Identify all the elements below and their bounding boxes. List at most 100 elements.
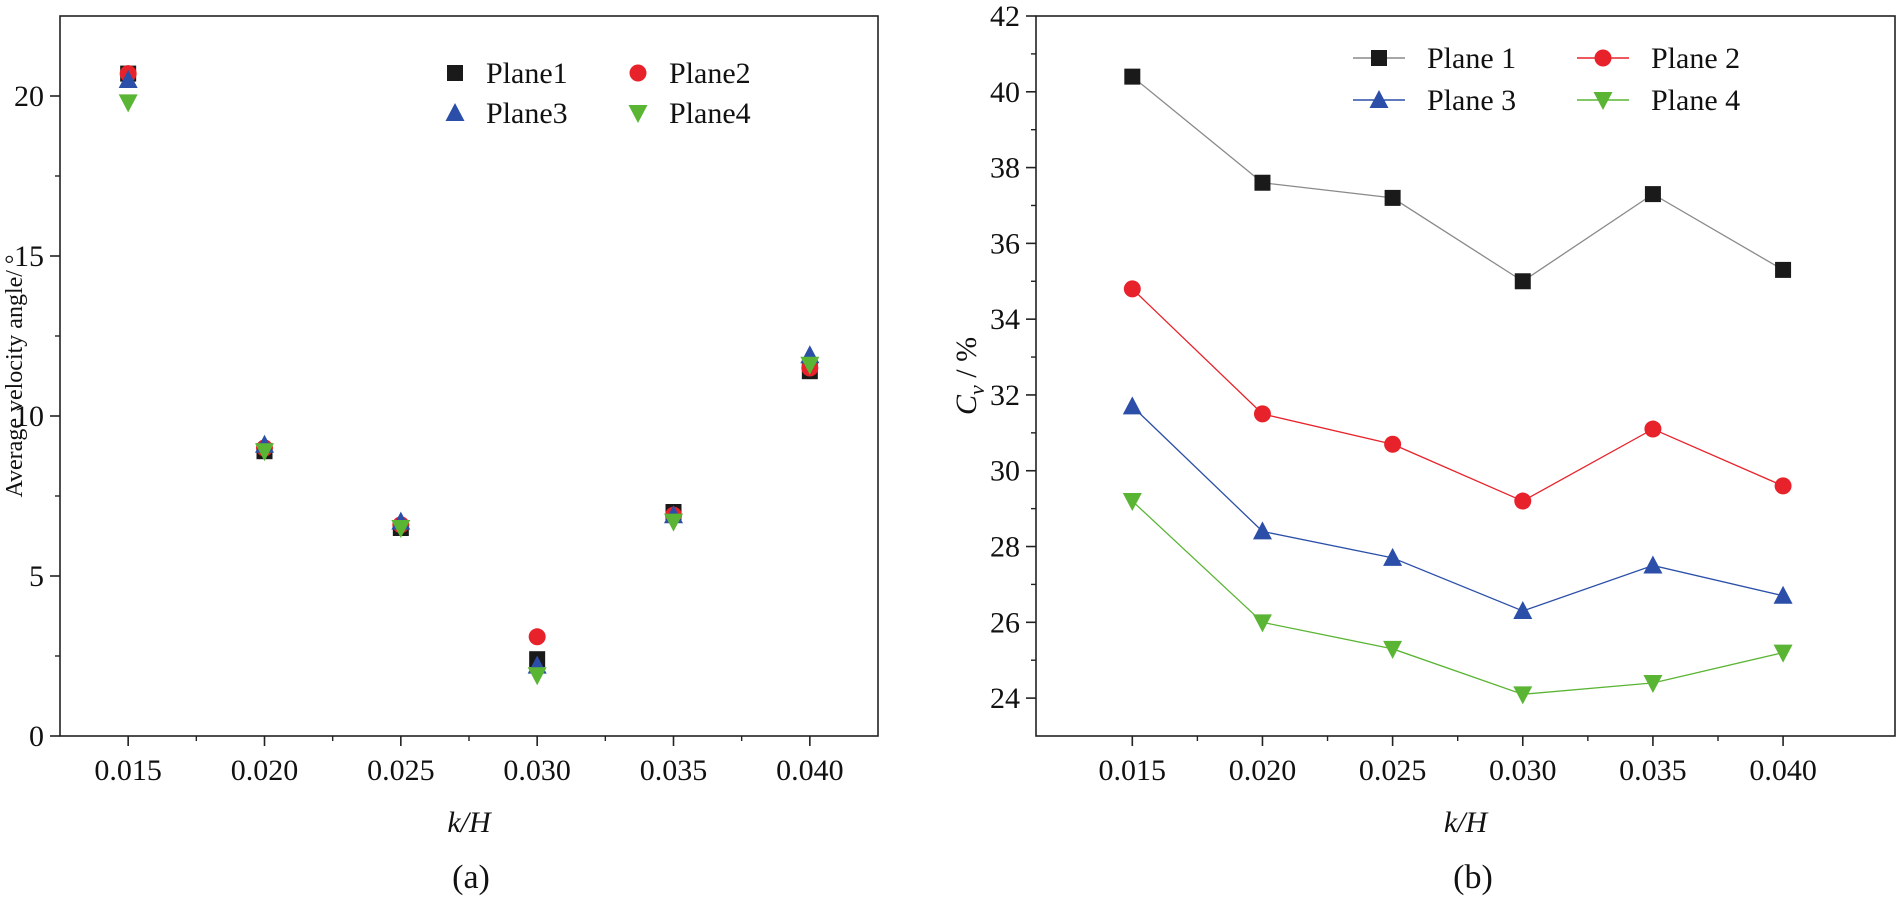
series-plane-4: Plane 4 — [1122, 84, 1793, 705]
data-point — [1773, 585, 1793, 604]
data-point — [1644, 186, 1661, 203]
data-point — [800, 356, 820, 375]
y-tick-label: 38 — [990, 152, 1020, 185]
x-tick-label: 0.015 — [1099, 754, 1167, 787]
y-tick-label: 0 — [29, 720, 44, 753]
data-point — [1644, 420, 1662, 438]
data-point — [1513, 686, 1533, 705]
data-point — [1252, 614, 1272, 633]
data-point — [664, 513, 683, 532]
series-plane1: Plane1 — [120, 57, 818, 668]
data-point — [118, 70, 138, 88]
x-tick-label: 0.015 — [94, 754, 162, 787]
legend-marker — [629, 64, 647, 82]
x-tick-label: 0.040 — [776, 754, 844, 787]
y-tick-label: 26 — [990, 606, 1020, 639]
x-tick-label: 0.025 — [1359, 754, 1427, 787]
y-tick-label: 36 — [990, 227, 1020, 260]
series-plane-2: Plane 2 — [1123, 42, 1792, 510]
data-point — [1122, 396, 1142, 415]
y-axis-title-main: C — [950, 394, 983, 415]
series-line — [1131, 76, 1784, 283]
data-point — [1643, 555, 1663, 574]
legend-label: Plane 4 — [1651, 84, 1740, 117]
data-point — [527, 667, 547, 686]
data-point — [391, 520, 411, 538]
data-point — [1254, 174, 1271, 191]
data-point — [1774, 477, 1792, 495]
y-tick-label: 30 — [990, 455, 1020, 488]
data-point — [1775, 261, 1792, 278]
data-point — [1122, 493, 1142, 512]
x-tick-label: 0.020 — [1229, 754, 1297, 787]
data-point — [1384, 189, 1401, 206]
y-tick-label: 40 — [990, 76, 1020, 109]
x-tick-label: 0.035 — [1619, 754, 1687, 787]
legend-label: Plane 3 — [1427, 84, 1516, 117]
legend-label: Plane 1 — [1427, 42, 1516, 75]
plot-frame — [59, 15, 879, 737]
legend-label: Plane2 — [669, 57, 751, 90]
legend-label: Plane3 — [486, 97, 568, 130]
data-point — [1514, 273, 1531, 290]
data-point — [1643, 674, 1663, 693]
series-plane-3: Plane 3 — [1122, 84, 1793, 619]
legend-marker — [1594, 49, 1612, 67]
data-point — [1513, 600, 1533, 619]
y-tick-label: 24 — [990, 682, 1020, 715]
legend-marker — [445, 103, 465, 121]
y-tick-label: 32 — [990, 379, 1020, 412]
data-point — [1124, 68, 1141, 85]
data-point — [1252, 521, 1272, 540]
legend-marker — [1369, 90, 1389, 108]
series-line — [1131, 500, 1784, 695]
data-point — [1253, 405, 1271, 423]
x-tick-label: 0.025 — [367, 754, 435, 787]
data-point — [255, 443, 274, 462]
chart-b: 0.015 0.020 0.025 0.030 0.035 0.040 24 26 28 30 32… — [950, 0, 1896, 896]
plot-frame — [1035, 15, 1896, 737]
x-tick-label: 0.040 — [1749, 754, 1817, 787]
y-axis-title-sub: v — [964, 385, 989, 395]
legend-label: Plane 2 — [1651, 42, 1740, 75]
x-tick-label: 0.035 — [640, 754, 708, 787]
legend-marker — [1593, 92, 1613, 110]
y-tick-label: 28 — [990, 531, 1020, 564]
series-line — [1131, 405, 1784, 612]
panel-label: (b) — [1453, 859, 1493, 896]
x-tick-label: 0.020 — [231, 754, 299, 787]
data-point — [1123, 280, 1141, 298]
x-tick-label: 0.030 — [1489, 754, 1557, 787]
x-tick-label: 0.030 — [503, 754, 571, 787]
series-line — [1131, 288, 1784, 502]
legend-label: Plane1 — [486, 57, 568, 90]
data-point — [528, 628, 546, 646]
data-point — [1514, 492, 1532, 510]
series-plane-1: Plane 1 — [1124, 42, 1792, 290]
series-plane3: Plane3 — [118, 70, 820, 674]
y-axis-title-unit: / % — [950, 337, 983, 385]
data-point — [1383, 547, 1403, 566]
chart-a: 0.015 0.020 0.025 0.030 0.035 0.040 0 5 10 15 20 k/… — [2, 15, 879, 896]
legend-marker — [628, 105, 648, 123]
y-tick-label: 42 — [990, 0, 1020, 33]
y-tick-label: 10 — [14, 400, 44, 433]
x-axis-title: k/H — [1444, 806, 1490, 839]
y-tick-label: 15 — [14, 240, 44, 273]
series-plane2: Plane2 — [119, 57, 819, 646]
data-point — [118, 94, 138, 113]
panel-label: (a) — [452, 859, 490, 896]
y-axis-title: Cv / % — [950, 337, 989, 415]
y-axis-title: Average velocity angle/ ° — [2, 254, 28, 497]
data-point — [1384, 435, 1402, 453]
legend-marker — [447, 65, 463, 81]
y-tick-label: 20 — [14, 80, 44, 113]
data-point — [1383, 640, 1403, 659]
legend-label: Plane4 — [669, 97, 751, 130]
legend-marker — [1371, 50, 1387, 66]
y-tick-label: 34 — [990, 303, 1020, 336]
y-tick-label: 5 — [29, 560, 44, 593]
x-axis-title: k/H — [447, 806, 493, 839]
series-plane4: Plane4 — [118, 94, 820, 686]
